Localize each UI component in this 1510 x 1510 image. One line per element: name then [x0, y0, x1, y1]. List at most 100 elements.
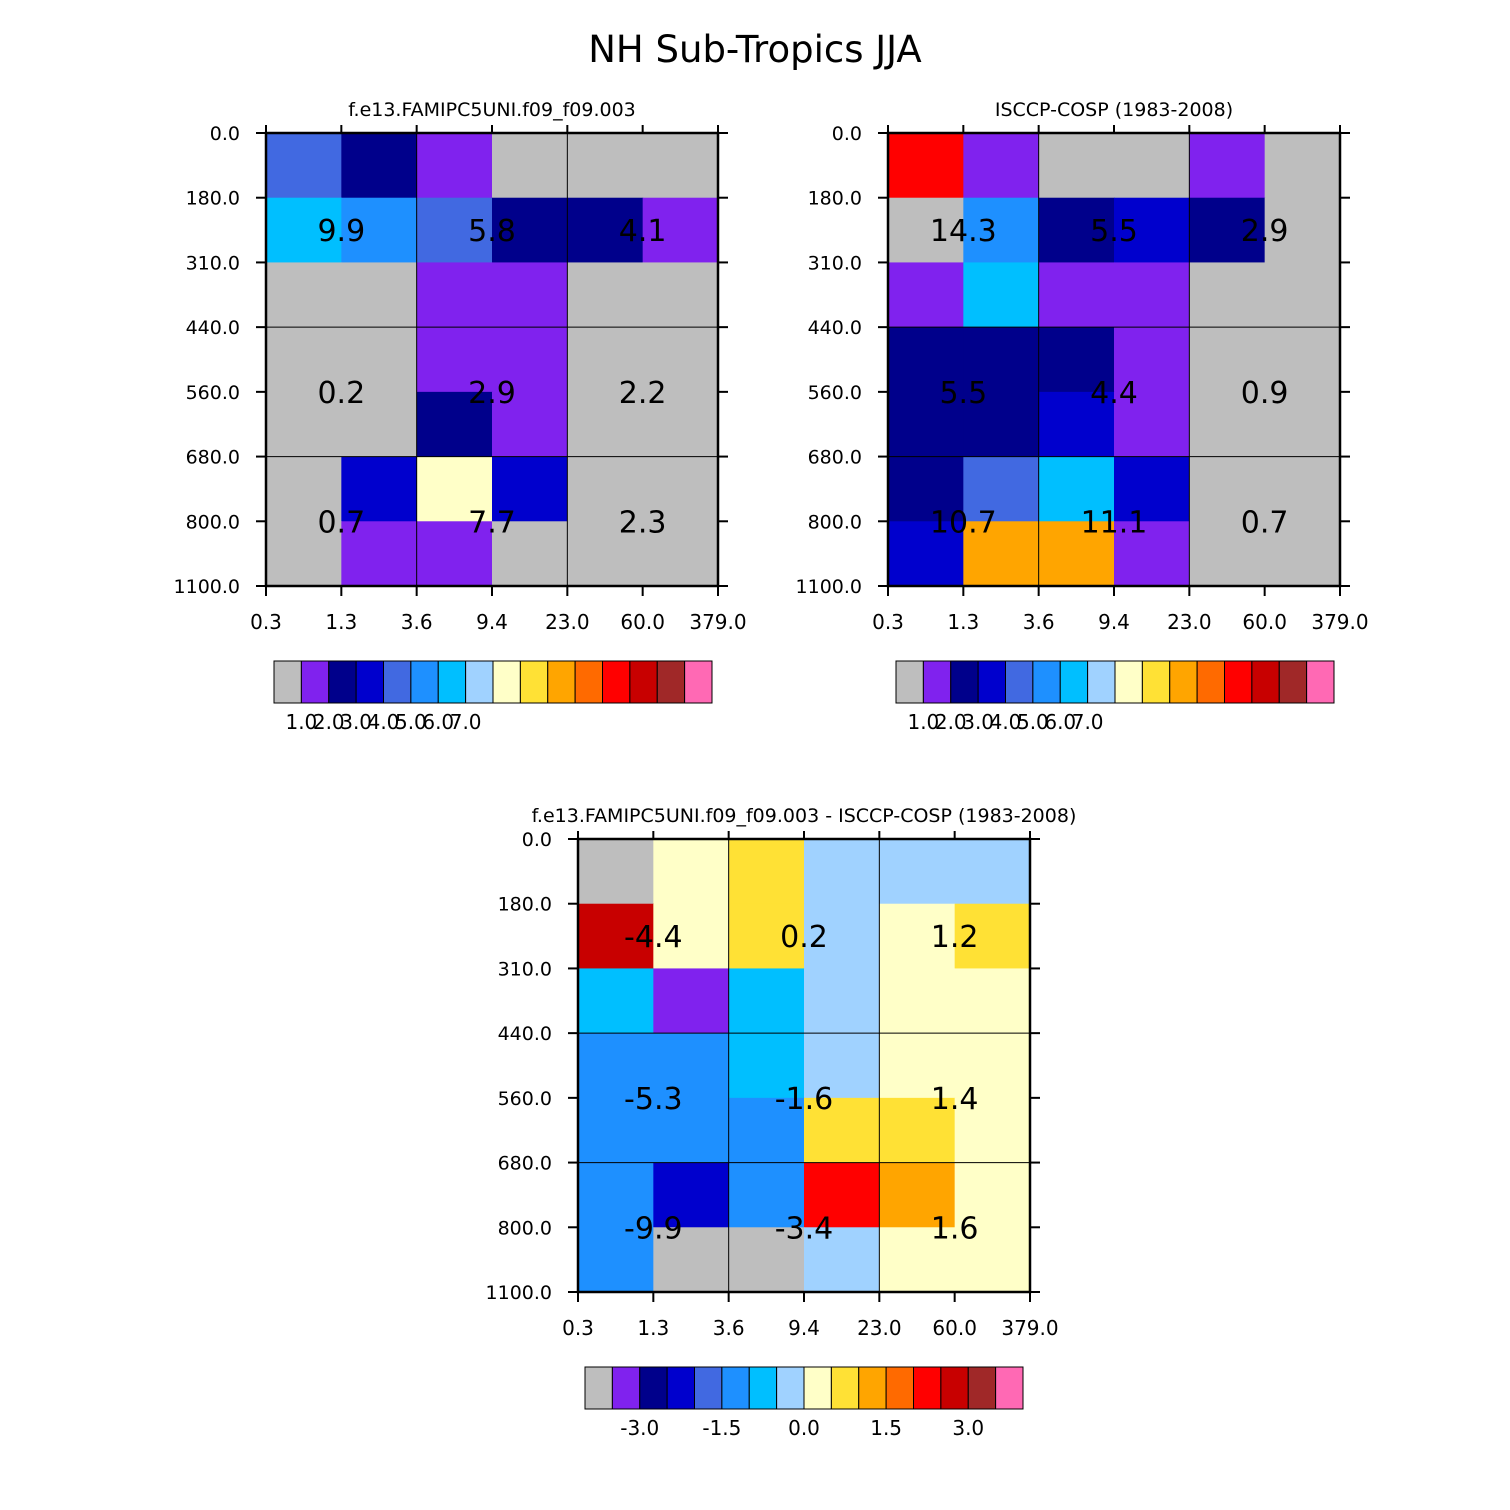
heatmap-cell: [1114, 456, 1190, 522]
heatmap-cell: [1038, 456, 1115, 522]
x-tick-label: 9.4: [788, 1316, 820, 1340]
x-tick-label: 60.0: [932, 1316, 977, 1340]
colorbar-label: -1.5: [702, 1416, 741, 1440]
heatmap-cell: [963, 456, 1040, 522]
heatmap-cell: [653, 1162, 730, 1228]
box-value-label: 5.5: [939, 376, 987, 411]
colorbar-label: 3.0: [952, 1416, 984, 1440]
x-tick-label: 9.4: [1098, 610, 1130, 634]
y-tick-label: 0.0: [832, 123, 862, 145]
colorbar-label: 5.0: [395, 710, 427, 734]
colorbar-label: 2.0: [313, 710, 345, 734]
heatmap-cell: [804, 1033, 880, 1099]
heatmap-cell: [963, 327, 1040, 393]
heatmap-cell: [1264, 197, 1341, 264]
colorbar-label: 3.0: [962, 710, 994, 734]
heatmap-cell: [1038, 133, 1115, 199]
panel-title: f.e13.FAMIPC5UNI.f09_f09.003: [348, 99, 636, 121]
colorbar-box: [1196, 660, 1225, 704]
heatmap-cell: [492, 133, 568, 199]
y-tick-label: 560.0: [498, 1088, 552, 1110]
y-tick-label: 680.0: [808, 447, 862, 469]
heatmap-cell: [888, 327, 964, 393]
heatmap-cell: [879, 1097, 956, 1164]
box-value-label: 2.2: [619, 376, 667, 411]
heatmap-cell: [578, 903, 654, 970]
colorbar-label: 4.0: [368, 710, 400, 734]
colorbar-label: 1.0: [907, 710, 939, 734]
heatmap-cell: [341, 521, 418, 587]
heatmap-cell: [1264, 262, 1341, 328]
x-tick-label: 23.0: [857, 1316, 902, 1340]
heatmap-cell: [492, 197, 568, 264]
colorbar-box: [922, 660, 952, 704]
colorbar-label: -3.0: [620, 1416, 659, 1440]
heatmap-cell: [728, 1097, 805, 1164]
heatmap-cell: [879, 903, 956, 970]
colorbar-box: [355, 660, 384, 704]
heatmap-cell: [653, 903, 730, 970]
panel-title: ISCCP-COSP (1983-2008): [995, 99, 1233, 121]
heatmap-cell: [578, 839, 654, 905]
colorbar-box: [611, 1366, 641, 1410]
y-tick-label: 680.0: [498, 1153, 552, 1175]
heatmap-cell: [888, 197, 964, 264]
panels: f.e13.FAMIPC5UNI.f09_f09.003 9.9 5.8 4.1 0.2…: [174, 99, 1369, 1440]
heatmap-cell: [954, 1033, 1031, 1099]
box-value-label: 0.2: [317, 376, 365, 411]
x-tick-label: 379.0: [689, 610, 746, 634]
colorbar-label: 6.0: [1044, 710, 1076, 734]
colorbar-box: [913, 1366, 942, 1410]
box-value-label: -5.3: [624, 1082, 683, 1117]
y-tick-label: 0.0: [522, 829, 552, 851]
x-tick-label: 0.3: [250, 610, 282, 634]
heatmap-cell: [492, 391, 568, 458]
box-value-label: 1.4: [931, 1082, 979, 1117]
heatmap-cell: [1038, 327, 1115, 393]
heatmap-cell: [804, 839, 880, 905]
heatmap-cell: [642, 521, 719, 587]
colorbar-label: 5.0: [1017, 710, 1049, 734]
heatmap-cell: [266, 521, 342, 587]
x-tick-label: 60.0: [1242, 610, 1287, 634]
heatmap-cell: [416, 197, 493, 264]
heatmap-cell: [642, 456, 719, 522]
heatmap-cell: [1264, 133, 1341, 199]
heatmap-cell: [642, 133, 719, 199]
heatmap-cell: [1038, 521, 1115, 587]
box-value-label: 4.4: [1090, 376, 1138, 411]
colorbar-label: 7.0: [450, 710, 482, 734]
heatmap-cell: [578, 1162, 654, 1228]
colorbar-box: [1005, 660, 1034, 704]
heatmap-cell: [879, 1227, 956, 1293]
colorbar-label: 1.0: [285, 710, 317, 734]
heatmap-cell: [341, 133, 418, 199]
heatmap-cell: [567, 262, 644, 328]
colorbar-box: [967, 1366, 997, 1410]
colorbar-box: [656, 660, 686, 704]
y-tick-label: 1100.0: [486, 1282, 552, 1304]
heatmap-cell: [963, 391, 1040, 458]
box-value-label: 7.7: [468, 505, 516, 540]
colorbar-box: [1114, 660, 1143, 704]
heatmap-cell: [266, 133, 342, 199]
heatmap-cell: [492, 262, 568, 328]
y-tick-label: 310.0: [808, 252, 862, 274]
heatmap-cell: [954, 968, 1031, 1034]
figure-title: NH Sub-Tropics JJA: [588, 28, 921, 71]
heatmap-cell: [963, 133, 1040, 199]
heatmap-cell: [653, 1227, 730, 1293]
heatmap-cell: [888, 521, 964, 587]
heatmap-cell: [728, 1033, 805, 1099]
box-value-label: 5.8: [468, 214, 516, 249]
heatmap-cell: [266, 327, 342, 393]
heatmap-cell: [416, 327, 493, 393]
heatmap-cell: [888, 391, 964, 458]
y-tick-label: 310.0: [498, 958, 552, 980]
box-value-label: -1.6: [775, 1082, 834, 1117]
heatmap-cell: [1189, 521, 1266, 587]
colorbar-box: [584, 1366, 613, 1410]
box-value-label: -4.4: [624, 920, 683, 955]
colorbar-box: [492, 660, 521, 704]
y-tick-label: 310.0: [186, 252, 240, 274]
